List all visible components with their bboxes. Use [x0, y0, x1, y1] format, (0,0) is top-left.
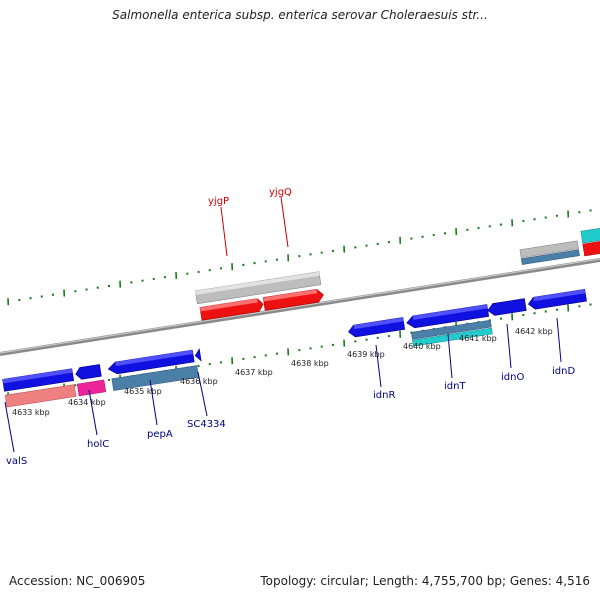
gene-label-holC[interactable]: holC — [87, 439, 109, 450]
gene-label-SC4334[interactable]: SC4334 — [187, 419, 226, 430]
feature-grey-yjgP-yjgQ[interactable] — [195, 271, 322, 305]
genome-backbone — [0, 258, 600, 356]
gene-yjgP-arrow[interactable] — [199, 298, 264, 321]
feature-cyan-edge[interactable] — [580, 227, 600, 257]
scale-label-4633: 4633 kbp — [12, 408, 50, 417]
gene-label-valS[interactable]: valS — [6, 456, 27, 467]
scale-label-4639: 4639 kbp — [347, 350, 385, 359]
gene-label-idnT[interactable]: idnT — [444, 381, 466, 392]
topology-text: Topology: circular; Length: 4,755,700 bp… — [260, 574, 590, 588]
scale-label-4635: 4635 kbp — [124, 387, 162, 396]
gene-label-idnR[interactable]: idnR — [373, 390, 395, 401]
scale-label-4641: 4641 kbp — [459, 334, 497, 343]
forward-features — [195, 227, 600, 321]
upper-scale-ticks — [7, 209, 592, 306]
scale-label-4637: 4637 kbp — [235, 368, 273, 377]
genome-title: Salmonella enterica subsp. enterica sero… — [112, 8, 488, 22]
reverse-label-leaders — [4, 317, 562, 453]
gene-idnD[interactable] — [527, 288, 587, 310]
gene-idnO[interactable] — [487, 298, 527, 317]
gene-idnT[interactable] — [406, 304, 493, 347]
accession-text: Accession: NC_006905 — [9, 574, 146, 588]
scale-label-4638: 4638 kbp — [291, 359, 329, 368]
scale-label-4636: 4636 kbp — [180, 377, 218, 386]
gene-holC[interactable] — [75, 364, 107, 397]
gene-idnR[interactable] — [348, 317, 406, 338]
gene-pepA[interactable] — [107, 349, 199, 391]
gene-label-idnO[interactable]: idnO — [501, 372, 524, 383]
gene-blue-far-left[interactable] — [2, 368, 77, 408]
gene-label-yjgQ[interactable]: yjgQ — [269, 187, 292, 198]
reverse-features — [2, 288, 587, 408]
forward-label-leaders — [220, 196, 289, 257]
gene-label-pepA[interactable]: pepA — [147, 429, 173, 440]
gene-yjgQ-arrow[interactable] — [262, 288, 324, 311]
scale-label-4642: 4642 kbp — [515, 327, 553, 336]
feature-grey-right[interactable] — [519, 240, 580, 265]
gene-label-yjgP[interactable]: yjgP — [208, 196, 229, 207]
scale-label-4640: 4640 kbp — [403, 342, 441, 351]
gene-SC4334[interactable] — [194, 348, 202, 362]
scale-label-4634: 4634 kbp — [68, 398, 106, 407]
gene-label-idnD[interactable]: idnD — [552, 366, 575, 377]
